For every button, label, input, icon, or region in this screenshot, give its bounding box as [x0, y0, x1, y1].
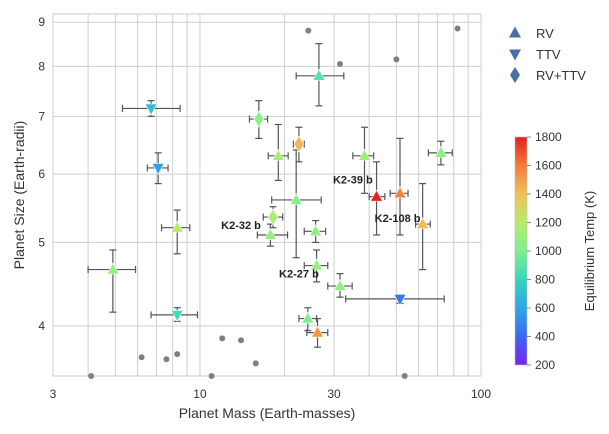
- legend-label: TTV: [536, 47, 561, 62]
- colorbar-tick-label: 600: [535, 301, 555, 315]
- data-point-triangle-down: [393, 294, 407, 307]
- point-annotation: K2-39 b: [333, 175, 373, 187]
- data-point-triangle-up: [309, 224, 323, 237]
- background-planet-point: [208, 373, 215, 379]
- data-point-diamond: [267, 208, 279, 226]
- legend-entry: TTV: [509, 47, 561, 62]
- colorbar-tick-label: 1000: [535, 244, 562, 258]
- x-tick-label: 10: [193, 387, 207, 401]
- background-planet-point: [393, 56, 400, 63]
- data-point-triangle-down: [144, 103, 158, 116]
- data-point-triangle-up: [434, 145, 448, 158]
- error-bar: [427, 140, 453, 166]
- colorbar-tick-label: 1200: [535, 216, 562, 230]
- data-markers: [106, 68, 448, 338]
- point-annotation: K2-27 b: [279, 269, 319, 281]
- background-planet-point: [238, 337, 245, 344]
- data-point-triangle-up: [263, 227, 277, 240]
- background-planet-point: [163, 356, 170, 363]
- y-axis-ticks: 4 5 6 7 8 9: [38, 15, 45, 333]
- data-point-triangle-up: [312, 68, 326, 81]
- x-axis-label: Planet Mass (Earth-masses): [179, 405, 356, 421]
- background-planet-point: [401, 373, 408, 379]
- annotations: K2-39 b K2-108 b K2-32 b K2-27 b: [221, 175, 421, 281]
- background-planet-point: [252, 360, 259, 367]
- y-tick-label: 7: [38, 109, 45, 123]
- colorbar-gradient: [514, 136, 528, 366]
- colorbar-tick-label: 1400: [535, 187, 562, 201]
- data-point-triangle-up: [271, 148, 285, 161]
- x-tick-label: 30: [327, 387, 341, 401]
- background-planet-point: [337, 61, 344, 68]
- data-point-triangle-up: [393, 186, 407, 199]
- grid: [52, 14, 482, 376]
- x-axis-ticks: 3 10 30 100: [50, 387, 492, 401]
- y-tick-label: 6: [38, 167, 45, 181]
- legend-label: RV: [536, 26, 554, 41]
- point-annotation: K2-108 b: [375, 213, 421, 225]
- data-point-triangle-up: [333, 278, 347, 291]
- x-tick-label: 3: [50, 387, 57, 401]
- data-point-triangle-up: [311, 325, 325, 338]
- legend-marker-triangle-down: [509, 49, 521, 61]
- point-annotation: K2-32 b: [221, 220, 261, 232]
- background-planet-point: [305, 27, 312, 34]
- data-point-triangle-down: [170, 310, 184, 323]
- data-point-triangle-up: [310, 258, 324, 271]
- colorbar-label: Equilibrium Temp (K): [582, 191, 597, 311]
- legend-entry: RV+TTV: [510, 67, 586, 83]
- background-planet-point: [219, 335, 226, 342]
- colorbar-tick-label: 800: [535, 273, 555, 287]
- legend-marker-diamond: [510, 67, 520, 83]
- colorbar-tick-label: 1600: [535, 159, 562, 173]
- y-tick-label: 9: [38, 15, 45, 29]
- data-point-triangle-up: [289, 192, 303, 205]
- y-axis-label: Planet Size (Earth-radii): [11, 121, 27, 270]
- plot-area: [52, 13, 482, 377]
- x-tick-label: 100: [471, 387, 491, 401]
- y-tick-label: 8: [38, 59, 45, 73]
- background-planet-point: [454, 25, 461, 32]
- colorbar: 200 400 600 800 1000 1200 1400 1600 1800: [514, 130, 562, 372]
- data-point-triangle-up: [357, 148, 372, 161]
- data-point-triangle-up: [416, 216, 430, 229]
- data-point-triangle-down: [151, 163, 165, 176]
- colorbar-tick-label: 400: [535, 330, 555, 344]
- legend-label: RV+TTV: [536, 68, 586, 83]
- data-point-triangle-up: [301, 311, 315, 324]
- data-point-diamond: [293, 135, 305, 153]
- y-tick-label: 5: [38, 235, 45, 249]
- data-point-diamond: [253, 110, 265, 128]
- data-point-triangle-up: [106, 262, 120, 275]
- legend-entry: RV: [509, 26, 554, 41]
- background-planets: [88, 25, 461, 379]
- colorbar-tick-label: 200: [535, 358, 555, 372]
- legend: RV TTV RV+TTV: [509, 26, 586, 83]
- colorbar-tick-label: 1800: [535, 130, 562, 144]
- y-tick-label: 4: [38, 319, 45, 333]
- data-point-triangle-up: [170, 220, 184, 233]
- background-planet-point: [174, 351, 181, 358]
- legend-marker-triangle-up: [509, 26, 521, 38]
- data-point-triangle-up: [370, 189, 384, 202]
- background-planet-point: [138, 354, 145, 361]
- background-planet-point: [88, 373, 95, 379]
